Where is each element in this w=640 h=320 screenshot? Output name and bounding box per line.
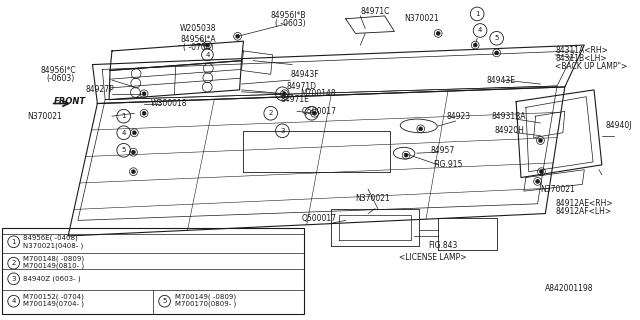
Text: 2: 2 — [269, 110, 273, 116]
Text: 3: 3 — [309, 110, 314, 116]
Text: 84920H: 84920H — [495, 126, 525, 135]
Text: 4: 4 — [205, 52, 210, 58]
Text: N370021: N370021 — [28, 112, 62, 121]
Circle shape — [312, 111, 317, 115]
Text: 1: 1 — [475, 11, 479, 17]
Text: 84912AF<LH>: 84912AF<LH> — [555, 207, 611, 216]
Text: 84971C: 84971C — [360, 7, 390, 16]
Circle shape — [132, 131, 136, 135]
Text: M700149(0810- ): M700149(0810- ) — [24, 263, 84, 269]
Circle shape — [536, 180, 540, 183]
Text: N370021: N370021 — [355, 195, 390, 204]
Text: 84912AE<RH>: 84912AE<RH> — [555, 199, 612, 208]
Text: FIG.843: FIG.843 — [429, 241, 458, 250]
Text: <LICENSE LAMP>: <LICENSE LAMP> — [399, 253, 467, 262]
Text: M700149(0704- ): M700149(0704- ) — [24, 301, 84, 308]
Text: ( -0603): ( -0603) — [275, 19, 305, 28]
Text: 2: 2 — [12, 260, 16, 266]
Circle shape — [419, 127, 422, 131]
Text: 3: 3 — [280, 128, 285, 134]
Text: 2: 2 — [280, 91, 285, 97]
Text: 84943E: 84943E — [487, 76, 516, 85]
Circle shape — [495, 51, 499, 55]
Text: 84940Z (0603- ): 84940Z (0603- ) — [24, 276, 81, 282]
Circle shape — [131, 150, 136, 154]
Text: 84940J: 84940J — [605, 121, 632, 131]
Text: ( -0704): ( -0704) — [183, 43, 214, 52]
Text: 4: 4 — [478, 28, 483, 34]
Text: A842001198: A842001198 — [545, 284, 594, 293]
Text: 5: 5 — [122, 147, 126, 153]
Text: M700148( -0809): M700148( -0809) — [24, 255, 84, 262]
Text: 84923: 84923 — [446, 112, 470, 121]
Text: W300018: W300018 — [151, 99, 188, 108]
Text: M700149( -0809): M700149( -0809) — [175, 293, 236, 300]
Text: 84311B<LH>: 84311B<LH> — [555, 54, 607, 63]
Text: Q500017: Q500017 — [302, 214, 337, 223]
Text: 84956E( -0408): 84956E( -0408) — [24, 235, 78, 241]
Text: 1: 1 — [12, 239, 16, 245]
Text: 84956I*C: 84956I*C — [41, 66, 77, 75]
Text: FIG.915: FIG.915 — [433, 160, 463, 169]
Bar — [2, 228, 304, 314]
Circle shape — [282, 92, 286, 96]
Circle shape — [538, 139, 543, 142]
Text: 84971E: 84971E — [280, 95, 309, 104]
Text: 84956I*A: 84956I*A — [180, 35, 216, 44]
Text: FRONT: FRONT — [54, 97, 86, 106]
Text: M700170(0809- ): M700170(0809- ) — [175, 301, 237, 308]
Text: W205038: W205038 — [180, 24, 217, 33]
Text: N370021: N370021 — [540, 185, 575, 194]
Text: <BACK UP LAMP">: <BACK UP LAMP"> — [555, 62, 627, 71]
Text: M700148: M700148 — [300, 89, 335, 98]
Text: 84927P: 84927P — [86, 85, 115, 94]
Circle shape — [205, 43, 209, 47]
Text: 84931BA: 84931BA — [492, 112, 526, 121]
Text: N370021(0408- ): N370021(0408- ) — [24, 243, 84, 249]
Text: 4: 4 — [12, 298, 16, 304]
Text: M700152( -0704): M700152( -0704) — [24, 293, 84, 300]
Circle shape — [404, 153, 408, 157]
Text: N370021: N370021 — [404, 14, 439, 23]
Text: 84311A<RH>: 84311A<RH> — [555, 46, 608, 55]
Circle shape — [540, 170, 543, 174]
Text: 4: 4 — [122, 130, 126, 136]
Circle shape — [142, 111, 146, 115]
Text: 3: 3 — [12, 276, 16, 282]
Text: 5: 5 — [495, 35, 499, 41]
Circle shape — [436, 31, 440, 35]
Text: Q500017: Q500017 — [302, 107, 337, 116]
Circle shape — [236, 34, 239, 38]
Text: (-0603): (-0603) — [47, 74, 75, 83]
Circle shape — [131, 170, 136, 174]
Text: 84943F: 84943F — [290, 70, 319, 79]
Circle shape — [474, 43, 477, 47]
Text: 84956I*B: 84956I*B — [271, 12, 306, 20]
Text: 5: 5 — [163, 298, 167, 304]
Circle shape — [142, 92, 146, 96]
Text: 1: 1 — [122, 113, 126, 119]
Text: 84971D: 84971D — [286, 83, 316, 92]
Text: 84957: 84957 — [431, 146, 454, 155]
